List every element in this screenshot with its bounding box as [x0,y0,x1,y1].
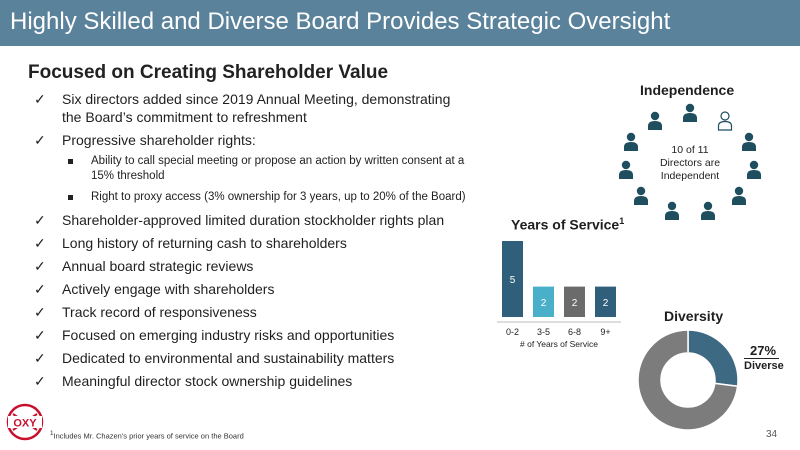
bullet-item: ✓ Meaningful director stock ownership gui… [30,372,470,390]
title-bar: Highly Skilled and Diverse Board Provide… [0,0,800,46]
sub-bullet-item: Right to proxy access (3% ownership for … [30,190,470,205]
check-icon: ✓ [34,91,46,107]
person-outline-icon [718,111,733,131]
person-icon [647,111,662,130]
section-heading: Focused on Creating Shareholder Value [28,62,389,83]
check-icon: ✓ [34,304,46,320]
bullet-text: Meaningful director stock ownership guid… [62,373,353,389]
bullet-item: ✓ Dedicated to environmental and sustaina… [30,349,470,367]
bar-value-label: 5 [510,275,516,286]
diversity-caption: Diverse [744,360,784,372]
bullet-item: ✓ Track record of responsiveness [30,303,470,321]
bullet-item: ✓ Annual board strategic reviews [30,257,470,275]
x-tick-label: 3-5 [537,327,550,337]
bullet-text: Six directors added since 2019 Annual Me… [62,91,451,125]
years-of-service-footnote-marker: 1 [619,216,625,226]
years-of-service-title: Years of Service1 [511,216,624,233]
sub-bullet-item: Ability to call special meeting or propo… [30,154,470,184]
square-bullet-icon [68,159,73,164]
logo-text: OXY [13,418,37,430]
bar-value-label: 2 [572,298,578,309]
page-number: 34 [766,429,778,440]
diversity-percent: 27% [744,343,780,359]
check-icon: ✓ [34,350,46,366]
independence-summary: 10 of 11 Directors are Independent [659,144,721,182]
bar-9+ [595,286,616,317]
check-icon: ✓ [34,235,46,251]
bar-0-2 [502,241,523,317]
bullet-text: Annual board strategic reviews [62,258,254,274]
bullet-text: Actively engage with shareholders [62,281,275,297]
bullet-text: Shareholder-approved limited duration st… [62,212,445,228]
bullet-item: ✓ Actively engage with shareholders [30,280,470,298]
donut-slice-diverse [687,329,739,388]
person-icon [618,160,633,180]
sub-bullet-text: Ability to call special meeting or propo… [91,155,465,182]
footnote: 1Includes Mr. Chazen's prior years of se… [50,430,244,441]
x-tick-label: 6-8 [568,327,581,337]
sub-bullet-text: Right to proxy access (3% ownership for … [91,191,466,203]
bullet-text: Long history of returning cash to shareh… [62,235,347,251]
bullet-item: ✓ Shareholder-approved limited duration s… [30,211,470,229]
check-icon: ✓ [34,258,46,274]
bar-value-label: 2 [541,298,547,309]
logo-band [8,416,42,428]
bullet-item: ✓ Long history of returning cash to share… [30,234,470,252]
independence-title: Independence [640,82,735,98]
bullet-text: Dedicated to environmental and sustainab… [62,350,395,366]
check-icon: ✓ [34,327,46,343]
slide-title: Highly Skilled and Diverse Board Provide… [10,8,671,35]
bullet-text: Progressive shareholder rights: [62,132,256,148]
bar-6-8 [564,286,585,317]
diversity-title: Diversity [664,308,724,324]
person-icon [701,201,716,220]
bar-3-5 [533,286,554,317]
person-icon [683,103,697,122]
person-icon [664,201,679,220]
years-of-service-chart: 5 0-2 2 3-5 2 6-8 2 9+# of Years of Service [497,241,621,349]
x-axis-label: # of Years of Service [520,339,598,349]
x-tick-label: 0-2 [506,327,519,337]
person-icon [742,133,757,152]
square-bullet-icon [68,195,73,200]
check-icon: ✓ [34,281,46,297]
check-icon: ✓ [34,373,46,389]
bullet-item: ✓ Focused on emerging industry risks and … [30,326,470,344]
bullet-text: Focused on emerging industry risks and o… [62,327,395,343]
bar-value-label: 2 [603,298,609,309]
bullet-list: ✓ Six directors added since 2019 Annual M… [30,90,470,395]
diversity-donut-chart [637,329,739,431]
donut-slice-other [637,329,739,431]
person-icon [747,160,762,180]
person-icon [633,186,648,205]
bullet-text: Track record of responsiveness [62,304,257,320]
bullet-item: ✓ Six directors added since 2019 Annual M… [30,90,470,126]
person-icon [623,133,638,152]
x-tick-label: 9+ [600,327,610,337]
years-of-service-title-text: Years of Service [511,216,620,233]
person-icon [732,186,747,205]
check-icon: ✓ [34,212,46,228]
footnote-text: Includes Mr. Chazen's prior years of ser… [53,431,244,441]
oxy-logo: OXY [6,403,44,441]
check-icon: ✓ [34,132,46,148]
footnote-marker: 1 [50,430,54,437]
bullet-item: ✓ Progressive shareholder rights: [30,131,470,149]
